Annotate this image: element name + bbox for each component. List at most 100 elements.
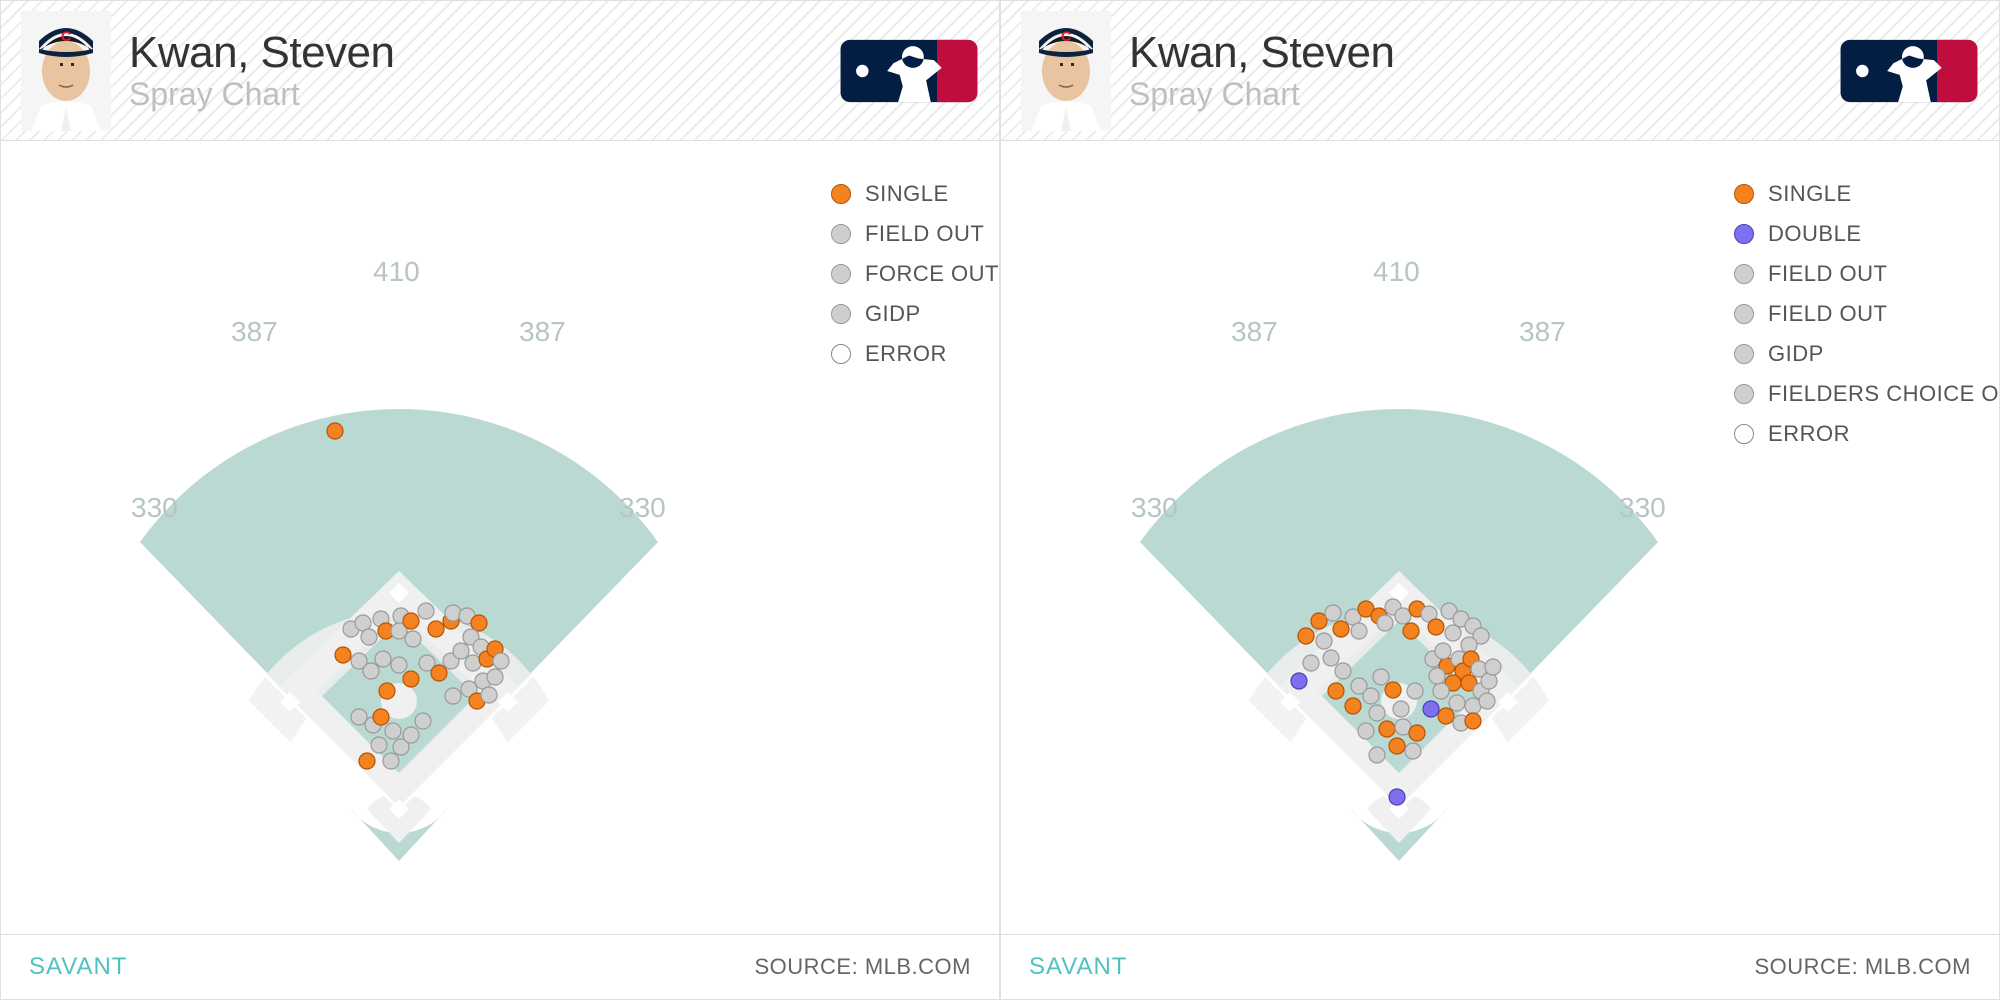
hit-marker-out [405, 631, 421, 647]
hit-marker-double [1291, 673, 1307, 689]
hit-marker-out [1369, 747, 1385, 763]
footer-source: SOURCE: MLB.COM [1754, 954, 1971, 980]
hit-marker-out [351, 709, 367, 725]
player-name: Kwan, Steven [129, 28, 839, 78]
legend-marker [1734, 424, 1754, 444]
hit-marker-out [1449, 695, 1465, 711]
hit-marker-single [1409, 725, 1425, 741]
hit-marker-out [1485, 659, 1501, 675]
hit-marker-out [1377, 615, 1393, 631]
legend-item: SINGLE [1734, 181, 1999, 207]
legend-label: DOUBLE [1768, 221, 1861, 247]
hit-marker-out [493, 653, 509, 669]
legend-label: SINGLE [865, 181, 949, 207]
hit-marker-out [1373, 669, 1389, 685]
hit-marker-single [1389, 738, 1405, 754]
legend-item: FIELD OUT [1734, 261, 1999, 287]
dim-cf: 410 [373, 256, 420, 287]
mlb-logo [1839, 31, 1979, 111]
hit-marker-double [1389, 789, 1405, 805]
legend-item: FIELD OUT [1734, 301, 1999, 327]
legend-marker [831, 264, 851, 284]
field-diagram: 330 387 410 387 330 [1081, 161, 1721, 921]
hit-marker-single [1333, 621, 1349, 637]
hit-marker-single [403, 671, 419, 687]
panel-footer: SAVANT SOURCE: MLB.COM [1001, 935, 1999, 999]
legend: SINGLE FIELD OUT FORCE OUT GIDP ERROR [831, 181, 999, 381]
hit-marker-out [1393, 701, 1409, 717]
hit-marker-out [415, 713, 431, 729]
mlb-logo [839, 31, 979, 111]
hit-marker-out [418, 603, 434, 619]
hit-marker-single [403, 613, 419, 629]
legend-marker [1734, 384, 1754, 404]
hit-marker-out [371, 737, 387, 753]
legend-item: ERROR [831, 341, 999, 367]
dim-lf-gap: 387 [1231, 316, 1278, 347]
hit-marker-out [1435, 643, 1451, 659]
legend-label: FIELD OUT [1768, 261, 1887, 287]
footer-brand: SAVANT [29, 953, 127, 981]
hit-marker-single [1311, 613, 1327, 629]
hit-marker-single [1428, 619, 1444, 635]
hit-marker-single [1385, 682, 1401, 698]
hit-marker-out [481, 687, 497, 703]
legend-marker [1734, 344, 1754, 364]
hit-marker-single [1328, 683, 1344, 699]
hit-marker-out [1325, 605, 1341, 621]
hit-marker-single [1379, 721, 1395, 737]
spray-chart-panel-right: C Kwan, Steven Spray Chart [1000, 0, 2000, 1000]
hit-marker-out [375, 651, 391, 667]
legend: SINGLE DOUBLE FIELD OUT FIELD OUT GIDP F… [1734, 181, 1999, 461]
legend-label: GIDP [865, 301, 921, 327]
legend-item: DOUBLE [1734, 221, 1999, 247]
svg-text:C: C [61, 28, 71, 44]
hit-marker-single [335, 647, 351, 663]
legend-marker [1734, 264, 1754, 284]
footer-brand: SAVANT [1029, 953, 1127, 981]
chart-subtitle: Spray Chart [1129, 76, 1839, 113]
legend-item: FIELDERS CHOICE O [1734, 381, 1999, 407]
dim-rf-line: 330 [619, 492, 666, 523]
hit-marker-out [1461, 637, 1477, 653]
hit-marker-single [1298, 628, 1314, 644]
hit-marker-single [1403, 623, 1419, 639]
legend-item: FORCE OUT [831, 261, 999, 287]
panel-footer: SAVANT SOURCE: MLB.COM [1, 935, 999, 999]
hit-marker-single [359, 753, 375, 769]
hit-marker-out [1351, 623, 1367, 639]
hit-marker-double [1423, 701, 1439, 717]
legend-label: ERROR [1768, 421, 1850, 447]
hit-marker-out [383, 753, 399, 769]
hit-marker-out [1405, 743, 1421, 759]
player-name: Kwan, Steven [1129, 28, 1839, 78]
hit-marker-out [1369, 705, 1385, 721]
legend-marker [831, 344, 851, 364]
legend-label: FORCE OUT [865, 261, 999, 287]
legend-item: GIDP [1734, 341, 1999, 367]
hit-marker-out [453, 643, 469, 659]
hit-marker-single [1438, 708, 1454, 724]
hit-marker-out [1445, 625, 1461, 641]
hit-marker-out [1407, 683, 1423, 699]
hit-marker-single [1465, 713, 1481, 729]
field-diagram: 330 387 410 387 330 [81, 161, 721, 921]
spray-chart-panel-left: C Kwan, Steven Spray Chart [0, 0, 1000, 1000]
hit-marker-out [1429, 668, 1445, 684]
legend-item: ERROR [1734, 421, 1999, 447]
legend-item: GIDP [831, 301, 999, 327]
hit-marker-out [487, 669, 503, 685]
legend-label: FIELD OUT [1768, 301, 1887, 327]
hit-marker-out [1303, 655, 1319, 671]
legend-label: FIELD OUT [865, 221, 984, 247]
legend-item: SINGLE [831, 181, 999, 207]
dim-cf: 410 [1373, 256, 1420, 287]
hit-marker-out [1363, 688, 1379, 704]
svg-text:C: C [1061, 28, 1071, 44]
player-headshot: C [1021, 11, 1111, 131]
legend-marker [831, 304, 851, 324]
hit-marker-out [1316, 633, 1332, 649]
hit-marker-out [1358, 723, 1374, 739]
hit-marker-single [373, 709, 389, 725]
hit-marker-single [379, 683, 395, 699]
